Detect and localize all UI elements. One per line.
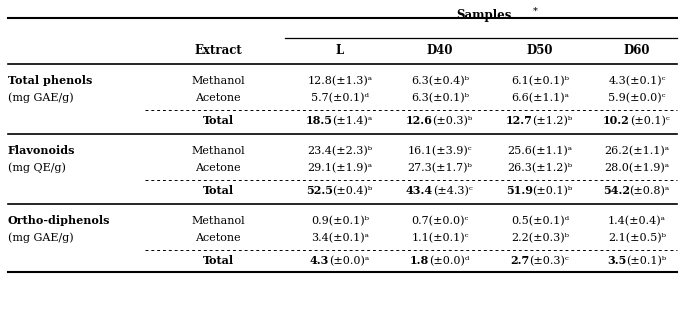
Text: (mg GAE/g): (mg GAE/g) (8, 93, 73, 103)
Text: 6.3(±0.4)ᵇ: 6.3(±0.4)ᵇ (411, 76, 469, 86)
Text: 26.3(±1.2)ᵇ: 26.3(±1.2)ᵇ (508, 163, 573, 173)
Text: 29.1(±1.9)ᵃ: 29.1(±1.9)ᵃ (308, 163, 373, 173)
Text: (mg GAE/g): (mg GAE/g) (8, 233, 73, 243)
Text: 1.4(±0.4)ᵃ: 1.4(±0.4)ᵃ (608, 216, 666, 226)
Text: Acetone: Acetone (195, 93, 241, 103)
Text: Ortho-diphenols: Ortho-diphenols (8, 215, 110, 226)
Text: Methanol: Methanol (191, 76, 245, 86)
Text: (±4.3)ᶜ: (±4.3)ᶜ (433, 186, 473, 196)
Text: 28.0(±1.9)ᵃ: 28.0(±1.9)ᵃ (604, 163, 669, 173)
Text: 2.2(±0.3)ᵇ: 2.2(±0.3)ᵇ (511, 233, 569, 243)
Text: (±0.1)ᶜ: (±0.1)ᶜ (630, 116, 669, 126)
Text: 10.2: 10.2 (603, 116, 630, 127)
Text: D40: D40 (427, 43, 453, 56)
Text: D60: D60 (624, 43, 650, 56)
Text: 6.1(±0.1)ᵇ: 6.1(±0.1)ᵇ (511, 76, 569, 86)
Text: 2.7: 2.7 (510, 255, 529, 266)
Text: (±0.3)ᶜ: (±0.3)ᶜ (530, 256, 569, 266)
Text: Total: Total (203, 255, 234, 266)
Text: 52.5: 52.5 (306, 186, 333, 197)
Text: 0.5(±0.1)ᵈ: 0.5(±0.1)ᵈ (511, 216, 569, 226)
Text: 27.3(±1.7)ᵇ: 27.3(±1.7)ᵇ (408, 163, 473, 173)
Text: 12.7: 12.7 (506, 116, 533, 127)
Text: (±0.1)ᵇ: (±0.1)ᵇ (626, 256, 667, 266)
Text: 54.2: 54.2 (603, 186, 630, 197)
Text: L: L (336, 43, 344, 56)
Text: (mg QE/g): (mg QE/g) (8, 163, 66, 173)
Text: 51.9: 51.9 (506, 186, 533, 197)
Text: Flavonoids: Flavonoids (8, 146, 75, 157)
Text: 0.7(±0.0)ᶜ: 0.7(±0.0)ᶜ (411, 216, 469, 226)
Text: 25.6(±1.1)ᵃ: 25.6(±1.1)ᵃ (508, 146, 573, 156)
Text: 4.3(±0.1)ᶜ: 4.3(±0.1)ᶜ (608, 76, 666, 86)
Text: 0.9(±0.1)ᵇ: 0.9(±0.1)ᵇ (311, 216, 369, 226)
Text: 6.3(±0.1)ᵇ: 6.3(±0.1)ᵇ (411, 93, 469, 103)
Text: 16.1(±3.9)ᶜ: 16.1(±3.9)ᶜ (408, 146, 473, 156)
Text: 2.1(±0.5)ᵇ: 2.1(±0.5)ᵇ (608, 233, 666, 243)
Text: 1.8: 1.8 (410, 255, 429, 266)
Text: D50: D50 (527, 43, 553, 56)
Text: 18.5: 18.5 (306, 116, 333, 127)
Text: (±0.0)ᵃ: (±0.0)ᵃ (329, 256, 370, 266)
Text: 3.5: 3.5 (607, 255, 626, 266)
Text: 23.4(±2.3)ᵇ: 23.4(±2.3)ᵇ (308, 146, 373, 156)
Text: Total: Total (203, 186, 234, 197)
Text: 3.4(±0.1)ᵃ: 3.4(±0.1)ᵃ (311, 233, 369, 243)
Text: 43.4: 43.4 (406, 186, 433, 197)
Text: 1.1(±0.1)ᶜ: 1.1(±0.1)ᶜ (411, 233, 469, 243)
Text: (±0.3)ᵇ: (±0.3)ᵇ (432, 116, 473, 126)
Text: (±1.2)ᵇ: (±1.2)ᵇ (532, 116, 573, 126)
Text: Samples: Samples (456, 9, 511, 21)
Text: Methanol: Methanol (191, 146, 245, 156)
Text: 5.9(±0.0)ᶜ: 5.9(±0.0)ᶜ (608, 93, 666, 103)
Text: 26.2(±1.1)ᵃ: 26.2(±1.1)ᵃ (604, 146, 669, 156)
Text: 12.6: 12.6 (406, 116, 433, 127)
Text: Acetone: Acetone (195, 163, 241, 173)
Text: 5.7(±0.1)ᵈ: 5.7(±0.1)ᵈ (311, 93, 369, 103)
Text: (±0.4)ᵇ: (±0.4)ᵇ (332, 186, 373, 196)
Text: Acetone: Acetone (195, 233, 241, 243)
Text: (±1.4)ᵃ: (±1.4)ᵃ (332, 116, 373, 126)
Text: Methanol: Methanol (191, 216, 245, 226)
Text: (±0.8)ᵃ: (±0.8)ᵃ (630, 186, 670, 196)
Text: 6.6(±1.1)ᵃ: 6.6(±1.1)ᵃ (511, 93, 569, 103)
Text: 12.8(±1.3)ᵃ: 12.8(±1.3)ᵃ (308, 76, 373, 86)
Text: Total phenols: Total phenols (8, 76, 92, 87)
Text: *: * (533, 7, 538, 15)
Text: Extract: Extract (194, 43, 242, 56)
Text: (±0.0)ᵈ: (±0.0)ᵈ (429, 256, 470, 266)
Text: 4.3: 4.3 (310, 255, 329, 266)
Text: (±0.1)ᵇ: (±0.1)ᵇ (532, 186, 573, 196)
Text: Total: Total (203, 116, 234, 127)
